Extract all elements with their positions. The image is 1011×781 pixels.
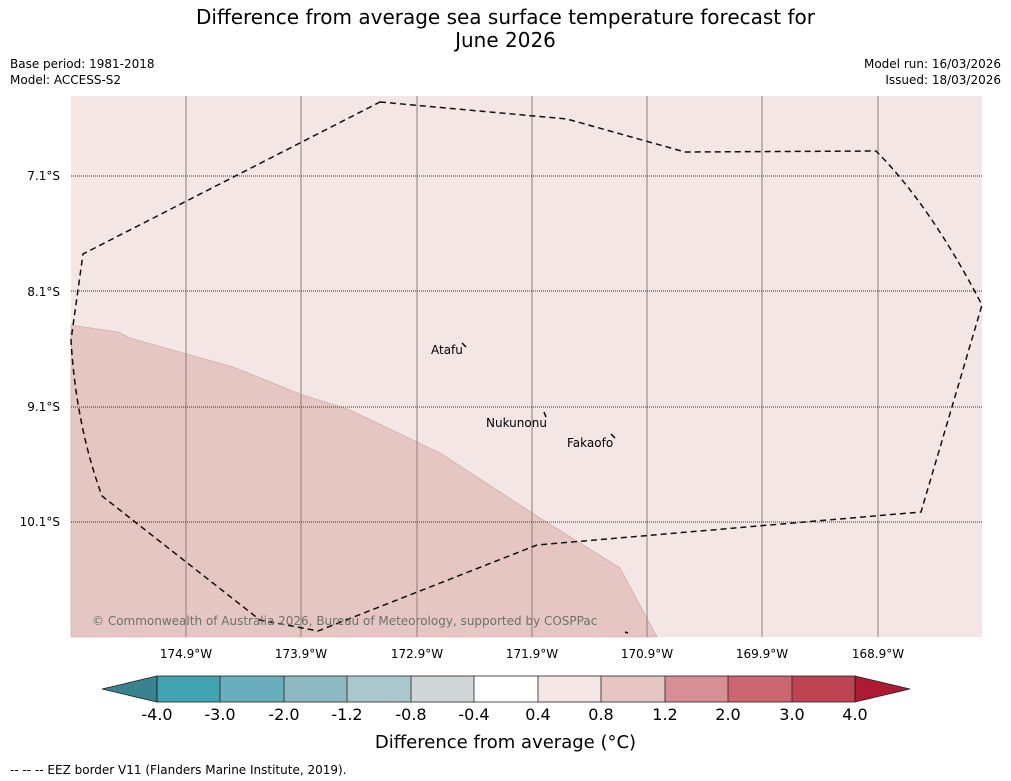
- lon-label: 168.9°W: [851, 647, 905, 661]
- issued-date: Issued: 18/03/2026: [885, 73, 1001, 87]
- colorbar-tick-label: 0.4: [525, 705, 551, 724]
- colorbar-tick-label: 4.0: [842, 705, 868, 724]
- lon-label: 171.9°W: [505, 647, 559, 661]
- colorbar-extend-high: [854, 675, 911, 703]
- colorbar-tick-label: -0.8: [395, 705, 427, 724]
- meta-left: Base period: 1981-2018 Model: ACCESS-S2: [10, 56, 155, 88]
- eez-border: [70, 101, 983, 632]
- colorbar-tick-label: -1.2: [331, 705, 363, 724]
- colorbar-bin: [411, 676, 474, 702]
- islands: [461, 342, 629, 634]
- anomaly-region-0.8-1.2: [70, 324, 658, 638]
- place-label-nukunonu: Nukunonu: [486, 416, 547, 430]
- colorbar-tick-label: 1.2: [652, 705, 678, 724]
- model-run: Model run: 16/03/2026: [863, 57, 1001, 71]
- colorbar-label: Difference from average (°C): [374, 732, 637, 753]
- colorbar-bin: [284, 676, 347, 702]
- nukunonu-island-shape: [543, 411, 547, 418]
- colorbar-tick-label: 3.0: [779, 705, 805, 724]
- longitude-gridlines: [185, 96, 879, 637]
- title-line-1: Difference from average sea surface temp…: [195, 5, 815, 29]
- colorbar-tick-label: -2.0: [268, 705, 300, 724]
- fakaofo-island-shape: [610, 433, 616, 439]
- colorbar-bin: [347, 676, 411, 702]
- swains-island-shape: [624, 631, 629, 634]
- colorbar-bin: [157, 676, 220, 702]
- colorbar-bin: [220, 676, 284, 702]
- atafu-island-shape: [461, 342, 467, 348]
- copyright-notice: © Commonwealth of Australia 2026, Bureau…: [92, 614, 598, 628]
- base-period: Base period: 1981-2018: [10, 57, 155, 71]
- colorbar-bin: [792, 676, 855, 702]
- footnote-eez-border: -- -- -- EEZ border V11 (Flanders Marine…: [10, 763, 347, 777]
- colorbar-frame: [156, 675, 856, 703]
- colorbar-bin: [665, 676, 728, 702]
- title-line-2: June 2026: [455, 28, 556, 52]
- colorbar-tick-label: -3.0: [204, 705, 236, 724]
- lat-label: 7.1°S: [27, 169, 60, 183]
- place-label-fakaofo: Fakaofo: [567, 436, 614, 450]
- colorbar-extend-low: [101, 675, 158, 703]
- colorbar-tick-label: -0.4: [458, 705, 490, 724]
- lat-label: 10.1°S: [19, 515, 60, 529]
- meta-right: Model run: 16/03/2026 Issued: 18/03/2026: [864, 56, 1001, 88]
- lon-label: 169.9°W: [735, 647, 789, 661]
- colorbar-tick-label: 2.0: [715, 705, 741, 724]
- place-label-atafu: Atafu: [431, 343, 463, 357]
- lon-label: 170.9°W: [620, 647, 674, 661]
- colorbar-bin: [728, 676, 792, 702]
- model-name: Model: ACCESS-S2: [10, 73, 122, 87]
- colorbar-bin: [474, 676, 538, 702]
- lat-label: 8.1°S: [27, 285, 60, 299]
- colorbar-tick-label: 0.8: [588, 705, 614, 724]
- lon-label: 174.9°W: [159, 647, 213, 661]
- lon-label: 173.9°W: [274, 647, 328, 661]
- lon-label: 172.9°W: [390, 647, 444, 661]
- page-title: Difference from average sea surface temp…: [0, 6, 1011, 52]
- colorbar-bin: [538, 676, 601, 702]
- colorbar-bin: [601, 676, 665, 702]
- colorbar-tick-label: -4.0: [141, 705, 173, 724]
- lat-label: 9.1°S: [27, 400, 60, 414]
